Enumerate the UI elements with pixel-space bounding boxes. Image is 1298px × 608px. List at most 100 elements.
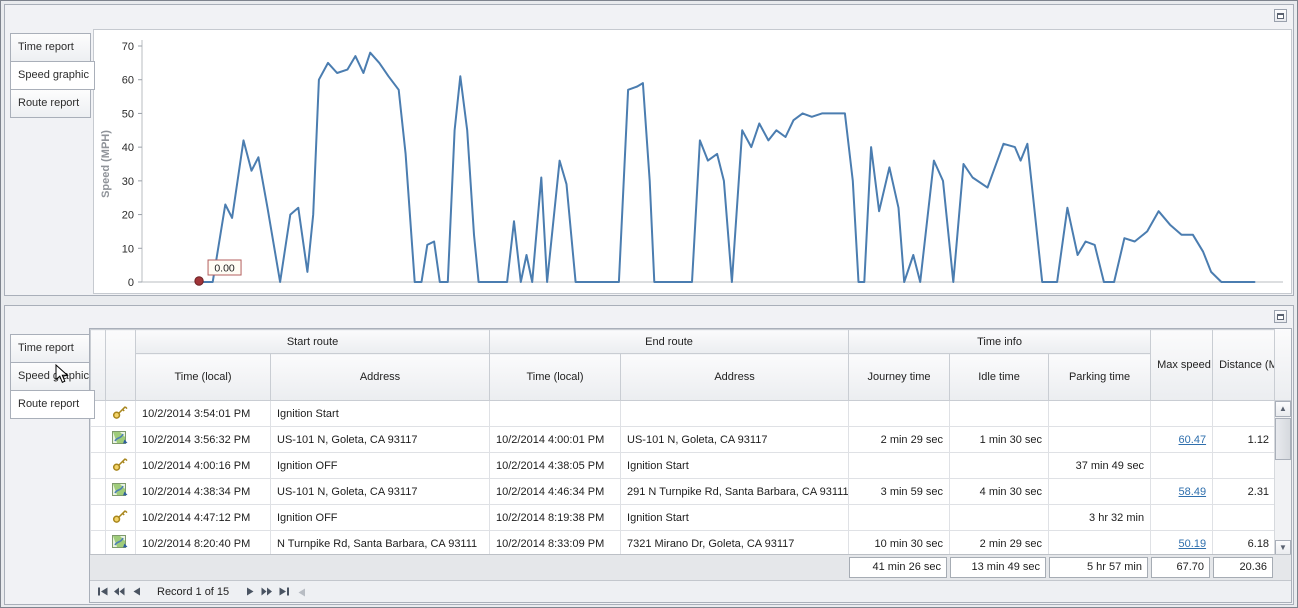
collapse-panel-button[interactable] xyxy=(1274,310,1287,323)
svg-text:50: 50 xyxy=(122,108,134,120)
cell-end-time: 10/2/2014 4:38:05 PM xyxy=(489,452,622,479)
cell-idle-time: 4 min 30 sec xyxy=(949,478,1050,505)
icon-column-header xyxy=(105,329,136,401)
grid-row[interactable]: 10/2/2014 3:54:01 PM Ignition Start xyxy=(90,400,1277,427)
column-header-max-speed[interactable]: Max speed (MPH) xyxy=(1150,329,1214,401)
indicator-column-header xyxy=(90,329,106,401)
cell-end-address xyxy=(620,400,850,427)
max-speed-link[interactable]: 60.47 xyxy=(1178,433,1207,446)
tab-time-report[interactable]: Time report xyxy=(10,334,91,363)
cell-max-speed: 60.47 xyxy=(1150,426,1214,453)
cell-distance xyxy=(1212,452,1277,479)
band-time-info[interactable]: Time info xyxy=(848,329,1152,354)
column-header-start-time[interactable]: Time (local) xyxy=(135,353,271,401)
cell-end-time: 10/2/2014 4:46:34 PM xyxy=(489,478,622,505)
tab-route-report[interactable]: Route report xyxy=(10,89,91,118)
cell-end-address: 7321 Mirano Dr, Goleta, CA 93117 xyxy=(620,530,850,557)
ignition-key-icon xyxy=(112,510,128,523)
column-header-parking-time[interactable]: Parking time xyxy=(1048,353,1152,401)
tab-time-report[interactable]: Time report xyxy=(10,33,91,62)
cell-parking-time xyxy=(1048,478,1152,505)
band-header-row: Start route End route Time info Max spee… xyxy=(90,329,1277,401)
cell-parking-time: 3 hr 32 min xyxy=(1048,504,1152,531)
cell-start-address: US-101 N, Goleta, CA 93117 xyxy=(269,478,491,505)
cell-max-speed xyxy=(1150,452,1214,479)
svg-text:40: 40 xyxy=(122,142,134,154)
cell-end-address: 291 N Turnpike Rd, Santa Barbara, CA 931… xyxy=(620,478,850,505)
cell-start-address: Ignition OFF xyxy=(269,504,491,531)
speed-chart-canvas[interactable]: 0 10 20 30 40 50 60 70 Speed (MPH) 0.00 xyxy=(93,29,1292,294)
cell-idle-time: 2 min 29 sec xyxy=(949,530,1050,557)
record-navigator: Record 1 of 15 xyxy=(90,580,1291,602)
summary-max-speed: 67.70 xyxy=(1151,557,1210,578)
cell-end-time xyxy=(489,400,622,427)
report-tabstrip: Time report Speed graphic Route report xyxy=(10,334,98,419)
cell-idle-time xyxy=(949,452,1050,479)
row-indicator xyxy=(90,478,106,505)
grid-row[interactable]: 10/2/2014 8:20:40 PM N Turnpike Rd, Santa… xyxy=(90,530,1277,557)
band-end-route[interactable]: End route xyxy=(489,329,850,354)
row-indicator xyxy=(90,452,106,479)
svg-text:Speed (MPH): Speed (MPH) xyxy=(100,130,112,198)
collapse-panel-icon xyxy=(1277,12,1284,19)
cell-journey-time: 3 min 59 sec xyxy=(848,478,951,505)
column-header-start-address[interactable]: Address xyxy=(269,353,491,401)
prev-record-button[interactable] xyxy=(128,583,145,600)
cell-distance xyxy=(1212,400,1277,427)
vertical-scrollbar[interactable]: ▲ ▼ xyxy=(1274,401,1291,556)
row-indicator xyxy=(90,426,106,453)
grid-row[interactable]: 10/2/2014 4:47:12 PM Ignition OFF 10/2/201… xyxy=(90,504,1277,531)
cell-parking-time: 37 min 49 sec xyxy=(1048,452,1152,479)
svg-text:70: 70 xyxy=(122,41,134,53)
row-indicator xyxy=(90,530,106,557)
cell-end-address: Ignition Start xyxy=(620,504,850,531)
column-header-idle-time[interactable]: Idle time xyxy=(949,353,1050,401)
cell-journey-time xyxy=(848,452,951,479)
route-icon xyxy=(112,535,128,548)
cell-start-time: 10/2/2014 3:56:32 PM xyxy=(135,426,271,453)
route-report-grid: Start route End route Time info Max spee… xyxy=(89,328,1292,603)
prev-page-button[interactable] xyxy=(111,583,128,600)
grid-row[interactable]: 10/2/2014 4:00:16 PM Ignition OFF 10/2/201… xyxy=(90,452,1277,479)
summary-distance: 20.36 xyxy=(1213,557,1273,578)
next-page-button[interactable] xyxy=(258,583,275,600)
cell-end-time: 10/2/2014 4:00:01 PM xyxy=(489,426,622,453)
h-scroll-left-button[interactable] xyxy=(294,585,310,600)
route-icon xyxy=(112,431,128,444)
cell-distance: 1.12 xyxy=(1212,426,1277,453)
column-header-end-time[interactable]: Time (local) xyxy=(489,353,622,401)
summary-journey-time: 41 min 26 sec xyxy=(849,557,947,578)
cell-max-speed: 50.19 xyxy=(1150,530,1214,557)
collapse-panel-button[interactable] xyxy=(1274,9,1287,22)
route-icon-cell xyxy=(105,426,136,453)
max-speed-link[interactable]: 58.49 xyxy=(1178,485,1207,498)
band-start-route[interactable]: Start route xyxy=(134,329,491,354)
tab-speed-graphic[interactable]: Speed graphic xyxy=(10,362,91,391)
tab-speed-graphic[interactable]: Speed graphic xyxy=(10,61,95,90)
last-record-button[interactable] xyxy=(275,583,292,600)
column-header-end-address[interactable]: Address xyxy=(620,353,850,401)
scroll-up-button[interactable]: ▲ xyxy=(1275,401,1291,417)
scrollbar-thumb[interactable] xyxy=(1275,418,1291,460)
next-record-button[interactable] xyxy=(241,583,258,600)
tab-route-report[interactable]: Route report xyxy=(10,390,95,419)
cell-journey-time: 2 min 29 sec xyxy=(848,426,951,453)
route-icon xyxy=(112,483,128,496)
ignition-key-icon-cell xyxy=(105,452,136,479)
value-tooltip: 0.00 xyxy=(207,259,242,276)
grid-row[interactable]: 10/2/2014 4:38:34 PM US-101 N, Goleta, CA… xyxy=(90,478,1277,505)
cell-start-address: N Turnpike Rd, Santa Barbara, CA 93111 xyxy=(269,530,491,557)
grid-row[interactable]: 10/2/2014 3:56:32 PM US-101 N, Goleta, CA… xyxy=(90,426,1277,453)
series-start-marker xyxy=(194,276,204,286)
cell-parking-time xyxy=(1048,530,1152,557)
summary-row: 41 min 26 sec 13 min 49 sec 5 hr 57 min … xyxy=(90,554,1291,580)
column-header-journey-time[interactable]: Journey time xyxy=(848,353,951,401)
collapse-panel-icon xyxy=(1277,313,1284,320)
cell-end-time: 10/2/2014 8:33:09 PM xyxy=(489,530,622,557)
summary-idle-time: 13 min 49 sec xyxy=(950,557,1046,578)
max-speed-link[interactable]: 50.19 xyxy=(1178,537,1207,550)
route-report-panel: Time report Speed graphic Route report S… xyxy=(4,305,1294,605)
column-header-distance[interactable]: Distance (Miles) xyxy=(1212,329,1277,401)
first-record-button[interactable] xyxy=(94,583,111,600)
summary-parking-time: 5 hr 57 min xyxy=(1049,557,1148,578)
